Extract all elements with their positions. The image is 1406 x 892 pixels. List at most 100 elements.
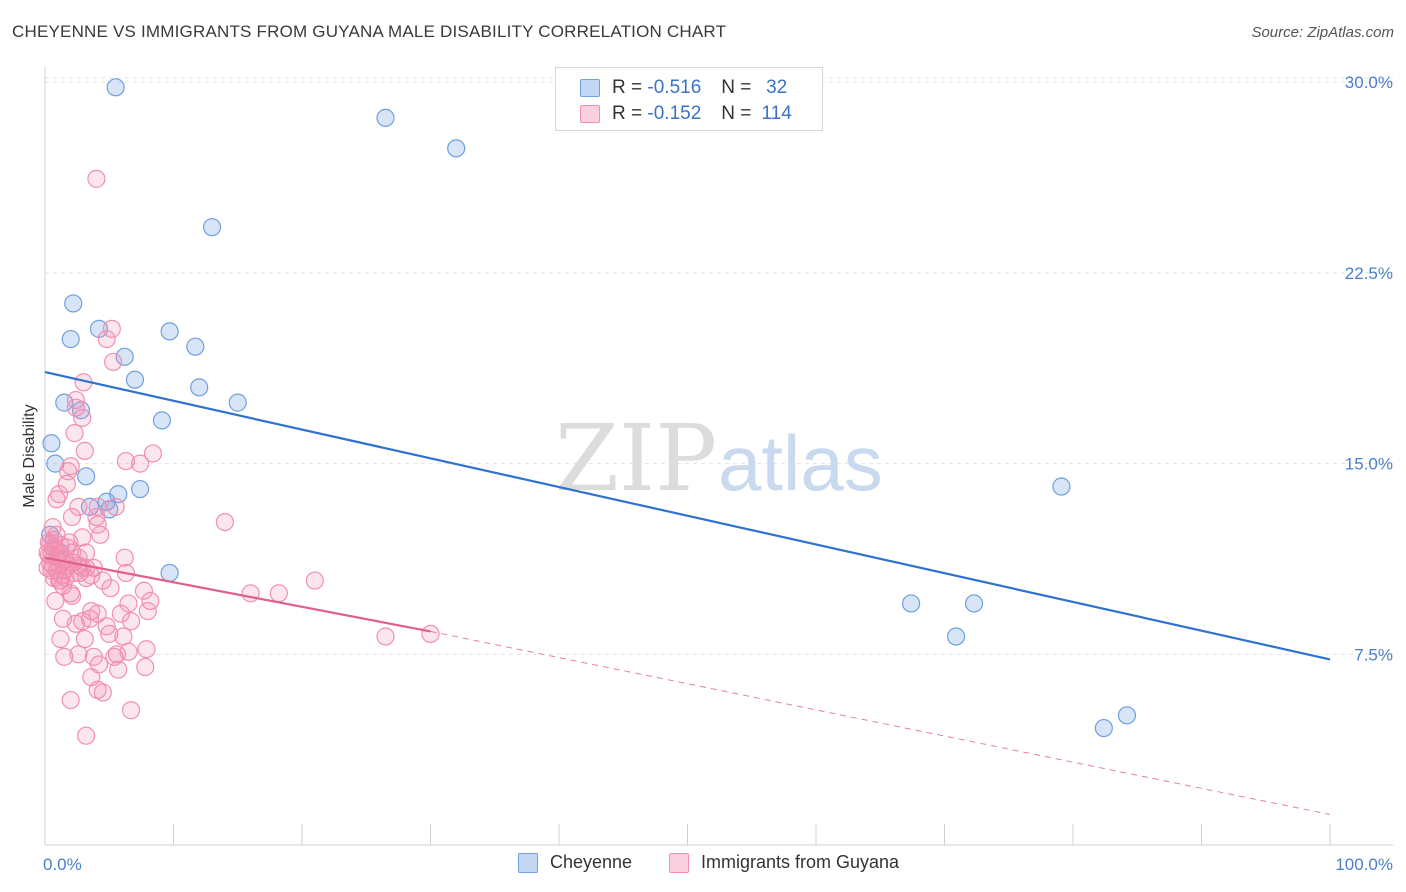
y-axis-title: Male Disability	[21, 404, 38, 507]
guyana-point	[61, 457, 80, 476]
guyana-point	[136, 657, 155, 677]
grid-lines	[45, 77, 1393, 655]
guyana-point	[88, 680, 107, 700]
bottom-legend-label: Cheyenne	[550, 852, 633, 872]
guyana-point	[75, 441, 94, 461]
guyana-point	[137, 640, 156, 659]
guyana-point	[69, 645, 88, 664]
guyana-point	[104, 352, 123, 372]
chart-title: CHEYENNE VS IMMIGRANTS FROM GUYANA MALE …	[12, 22, 727, 41]
legend-r-label: R =	[612, 103, 643, 124]
axes: 7.5% 15.0% 22.5% 30.0% 0.0% 100.0%	[43, 67, 1393, 874]
cheyenne-point	[447, 139, 466, 158]
cheyenne-point	[42, 434, 61, 453]
y-tick-label: 22.5%	[1345, 264, 1393, 283]
guyana-point	[75, 629, 94, 649]
guyana-point	[106, 497, 125, 516]
cheyenne-point	[61, 329, 80, 349]
legend-row-guyana: R = -0.152 N = 114	[580, 102, 797, 126]
legend-r-label: R =	[612, 77, 643, 98]
guyana-point	[121, 612, 141, 631]
guyana-point	[69, 497, 88, 516]
guyana-point	[421, 624, 440, 644]
cheyenne-point	[152, 411, 172, 430]
guyana-point	[66, 390, 85, 410]
guyana-point	[77, 726, 96, 745]
guyana-point	[46, 591, 65, 611]
x-tick-label-min: 0.0%	[43, 855, 82, 874]
cheyenne-point	[186, 337, 205, 356]
trend-lines	[44, 371, 1331, 815]
guyana-point	[66, 398, 85, 417]
x-tick-label-max: 100.0%	[1335, 855, 1393, 874]
guyana-point	[93, 571, 112, 590]
cheyenne-swatch	[580, 79, 600, 97]
guyana-point	[93, 683, 112, 702]
watermark-zip: ZIP	[555, 405, 717, 512]
guyana-point	[138, 601, 157, 621]
guyana-point	[102, 319, 121, 338]
cheyenne-point	[1052, 477, 1071, 496]
guyana-point	[66, 614, 85, 633]
guyana-point	[50, 485, 69, 504]
legend-row-cheyenne: R = -0.516 N = 32	[580, 76, 797, 100]
guyana-point	[305, 571, 324, 590]
guyana-point	[60, 533, 79, 552]
legend-n-value: 114	[761, 103, 792, 124]
guyana-point	[115, 548, 134, 567]
source-label: Source: ZipAtlas.com	[1251, 24, 1394, 41]
cheyenne-point	[901, 594, 921, 613]
guyana-swatch	[580, 105, 600, 123]
guyana-point	[69, 548, 88, 567]
guyana-point	[116, 451, 136, 471]
guyana-point	[121, 701, 141, 720]
guyana-point	[107, 645, 127, 664]
cheyenne-point	[228, 393, 247, 412]
cheyenne-point	[64, 294, 83, 313]
cheyenne-point	[160, 322, 179, 341]
cheyenne-point	[1094, 718, 1113, 738]
guyana-point	[97, 329, 116, 349]
guyana-point	[130, 454, 150, 473]
guyana-trend-extension	[430, 630, 1331, 815]
cheyenne-point	[77, 467, 96, 486]
guyana-point	[57, 474, 76, 494]
guyana-point	[376, 627, 395, 646]
bottom-legend-cheyenne: Cheyenne	[518, 852, 632, 873]
guyana-point	[51, 629, 70, 649]
guyana-point	[101, 579, 120, 598]
cheyenne-point	[55, 393, 74, 412]
guyana-point	[47, 490, 66, 509]
guyana-point	[87, 169, 106, 188]
cheyenne-point	[964, 594, 984, 613]
guyana-point	[111, 604, 130, 623]
cheyenne-point	[115, 347, 134, 366]
watermark-atlas: atlas	[718, 419, 883, 507]
cheyenne-swatch	[518, 852, 538, 873]
guyana-point	[62, 586, 82, 605]
guyana-point	[114, 627, 133, 646]
guyana-point	[73, 408, 92, 427]
y-tick-label: 15.0%	[1345, 455, 1393, 474]
y-tick-label: 7.5%	[1354, 645, 1393, 664]
legend-r-value: -0.516	[647, 77, 702, 98]
guyana-point	[55, 647, 74, 666]
guyana-trend-line	[44, 556, 431, 633]
data-points	[38, 78, 1137, 745]
guyana-point	[215, 513, 234, 532]
cheyenne-point	[160, 563, 179, 583]
legend-n-label: N =	[721, 77, 752, 98]
guyana-point	[119, 642, 138, 661]
guyana-point	[97, 617, 116, 636]
y-tick-label: 30.0%	[1345, 73, 1393, 92]
bottom-legend-label: Immigrants from Guyana	[701, 852, 900, 872]
cheyenne-trend-line	[44, 371, 1331, 661]
guyana-point	[109, 660, 128, 679]
guyana-point	[61, 690, 80, 710]
cheyenne-point	[202, 218, 222, 237]
guyana-point	[50, 571, 69, 590]
legend-n-value: 32	[766, 77, 788, 98]
stats-legend: R = -0.516 N = 32 R = -0.152 N = 114	[555, 67, 823, 131]
cheyenne-point	[89, 319, 109, 338]
